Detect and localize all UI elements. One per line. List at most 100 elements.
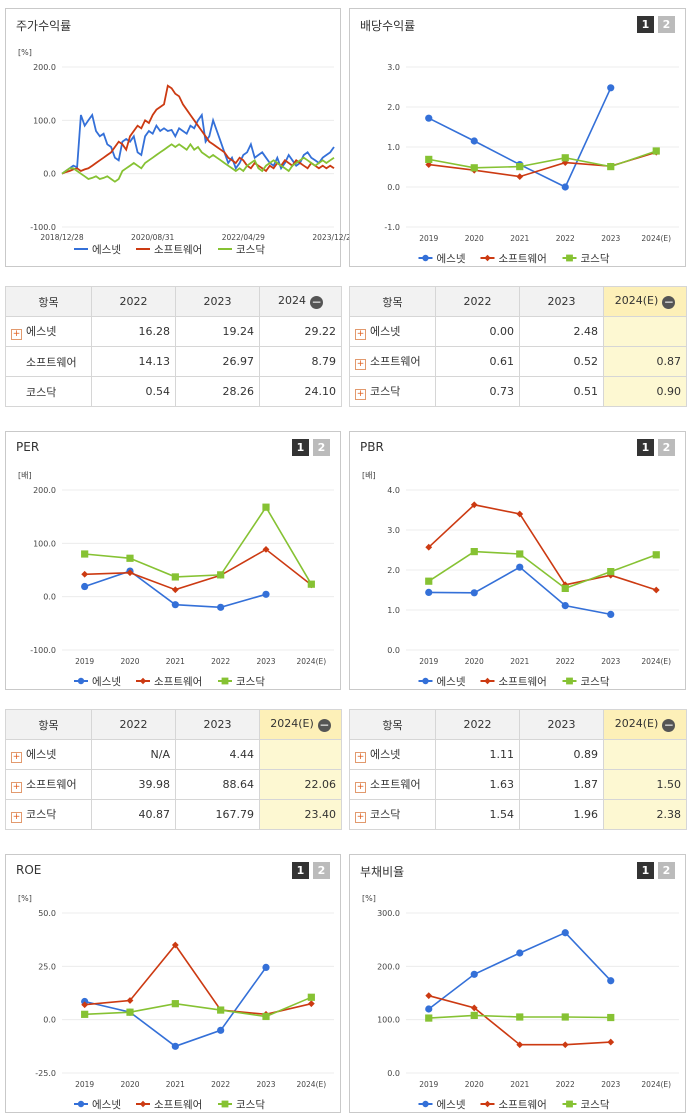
collapse-minus-icon[interactable]: − <box>317 718 331 732</box>
row-label: 코스닥 <box>5 376 92 407</box>
chart-toggle-2-button[interactable]: 2 <box>658 16 675 33</box>
data-point <box>607 1013 615 1022</box>
panel-title: 배당수익률 <box>360 19 416 33</box>
legend-item[interactable]: 에스넷 <box>74 1099 121 1111</box>
panel-title: 주가수익률 <box>16 19 72 33</box>
data-point <box>652 147 660 155</box>
y-tick-label: 0.0 <box>387 183 400 192</box>
legend-item[interactable]: 소프트웨어 <box>480 1099 547 1111</box>
data-point <box>425 543 433 551</box>
legend-item[interactable]: 코스닥 <box>218 244 265 256</box>
table-cell: 1.50 <box>603 769 687 800</box>
chart-toggle-1-button[interactable]: 1 <box>637 862 654 879</box>
expand-plus-icon[interactable]: + <box>11 752 22 763</box>
table-header: 2023 <box>175 709 260 740</box>
expand-plus-icon[interactable]: + <box>11 812 22 823</box>
table-row: + 에스넷 1.11 0.89 <box>349 739 687 770</box>
legend-item[interactable]: 코스닥 <box>562 676 610 688</box>
expand-plus-icon[interactable]: + <box>11 329 22 340</box>
table-header: 항목 <box>349 709 436 740</box>
table-cell: 2.38 <box>603 799 687 830</box>
series-line <box>84 996 312 1018</box>
expand-plus-icon[interactable]: + <box>355 389 366 400</box>
expand-plus-icon[interactable]: + <box>355 329 366 340</box>
row-label-text: 코스닥 <box>26 385 57 399</box>
series-line <box>84 505 312 585</box>
table-cell: 0.73 <box>435 376 520 407</box>
legend-label: 소프트웨어 <box>499 253 547 265</box>
series-line <box>84 548 312 591</box>
legend-item[interactable]: 소프트웨어 <box>480 676 547 688</box>
expand-plus-icon[interactable]: + <box>355 812 366 823</box>
legend-item[interactable]: 에스넷 <box>418 1099 466 1111</box>
legend-item[interactable]: 에스넷 <box>418 676 466 688</box>
y-tick-label: 100.0 <box>377 1016 400 1025</box>
x-tick-label: 2024(E) <box>641 657 671 666</box>
chart-toggle-1-button[interactable]: 1 <box>637 439 654 456</box>
legend-item[interactable]: 에스넷 <box>74 244 121 256</box>
data-point <box>561 183 569 191</box>
x-tick-label: 2020 <box>120 657 139 666</box>
data-point <box>126 997 134 1004</box>
legend-item[interactable]: 소프트웨어 <box>136 244 202 256</box>
legend-item[interactable]: 소프트웨어 <box>136 1099 202 1111</box>
data-point <box>470 970 478 978</box>
y-tick-label: 200.0 <box>33 63 56 72</box>
legend-item[interactable]: 에스넷 <box>74 676 121 688</box>
legend-item[interactable]: 코스닥 <box>218 676 265 688</box>
data-point <box>607 610 615 618</box>
legend-item[interactable]: 코스닥 <box>562 253 610 265</box>
dividend-yield-chart: 3.0 2.0 1.0 0.0 -1.0 2019 2020 2021 2022 2023 2024… <box>384 63 679 265</box>
row-label: + 코스닥 <box>349 799 436 830</box>
data-point <box>607 1038 615 1046</box>
series-line <box>428 550 657 590</box>
chart-toggle-1-button[interactable]: 1 <box>637 16 654 33</box>
chart-toggle-1-button[interactable]: 1 <box>292 439 309 456</box>
expand-plus-icon[interactable]: + <box>355 359 366 370</box>
data-point <box>81 582 89 591</box>
chart-toggle-2-button[interactable]: 2 <box>658 439 675 456</box>
legend-item[interactable]: 소프트웨어 <box>136 676 202 688</box>
x-tick-label: 2020 <box>120 1080 139 1089</box>
legend-item[interactable]: 에스넷 <box>418 253 466 265</box>
chart-toggle-1-button[interactable]: 1 <box>292 862 309 879</box>
per-chart: [배]200.0 100.0 0.0 -100.0 2019 2020 2021 2022 20… <box>18 471 334 688</box>
collapse-minus-icon[interactable]: − <box>662 295 676 309</box>
table-header: 2024(E) − <box>259 709 342 740</box>
legend-label: 소프트웨어 <box>499 1099 547 1111</box>
x-tick-label: 2023/12/28 <box>312 233 355 242</box>
collapse-minus-icon[interactable]: − <box>310 295 323 309</box>
y-axis-unit: [배] <box>362 471 376 480</box>
data-point <box>470 589 478 597</box>
legend-item[interactable]: 코스닥 <box>562 1099 610 1111</box>
chart-toggle-2-button[interactable]: 2 <box>313 862 330 879</box>
x-tick-label: 2019 <box>75 657 94 666</box>
chart-toggle-2-button[interactable]: 2 <box>658 862 675 879</box>
y-tick-label: 0.0 <box>43 593 56 602</box>
expand-plus-icon[interactable]: + <box>11 782 22 793</box>
chart-toggle-2-button[interactable]: 2 <box>313 439 330 456</box>
y-tick-label: 2.0 <box>387 566 400 575</box>
table-header: 2023 <box>519 286 604 317</box>
table-header: 항목 <box>5 709 92 740</box>
row-label-text: 에스넷 <box>26 325 57 338</box>
data-point <box>516 550 524 558</box>
y-tick-label: 4.0 <box>387 486 400 495</box>
expand-plus-icon[interactable]: + <box>355 782 366 793</box>
series-line <box>61 84 335 175</box>
table-header: 2022 <box>91 709 176 740</box>
y-tick-label: -100.0 <box>30 223 56 232</box>
collapse-minus-icon[interactable]: − <box>662 718 676 732</box>
expand-plus-icon[interactable]: + <box>355 752 366 763</box>
table-header: 2024− <box>259 286 342 317</box>
x-tick-label: 2021 <box>166 1080 185 1089</box>
table-header: 2024(E) − <box>603 286 687 317</box>
series-line <box>61 112 335 175</box>
series-line <box>84 943 312 1016</box>
table-row: 소프트웨어 14.13 26.97 8.79 <box>5 346 342 377</box>
table-cell: 29.22 <box>259 316 342 347</box>
table-header-label: 2024 <box>278 294 306 307</box>
legend-item[interactable]: 소프트웨어 <box>480 253 547 265</box>
legend-item[interactable]: 코스닥 <box>218 1099 265 1111</box>
